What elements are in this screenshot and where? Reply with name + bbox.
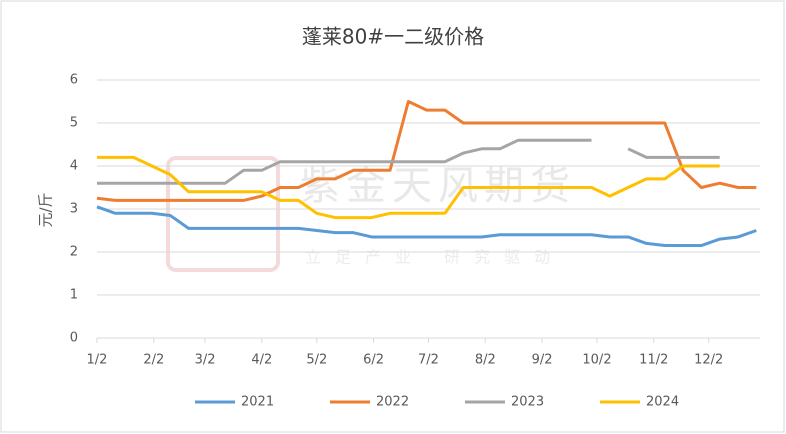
- x-tick-label: 5/2: [306, 353, 327, 368]
- y-tick-label: 0: [70, 331, 78, 346]
- y-tick-label: 3: [70, 202, 78, 217]
- x-tick-label: 7/2: [418, 353, 439, 368]
- y-tick-label: 6: [70, 73, 78, 88]
- x-tick-label: 6/2: [363, 353, 384, 368]
- y-axis-label: 元/斤: [37, 192, 55, 227]
- y-tick-label: 5: [70, 116, 78, 131]
- x-tick-label: 9/2: [532, 353, 553, 368]
- watermark: 立足产业 研究驱动: [305, 248, 564, 267]
- series-line: [96, 100, 757, 202]
- legend-label: 2021: [241, 395, 274, 410]
- x-tick-label: 12/2: [694, 353, 723, 368]
- series-line: [97, 155, 720, 220]
- series-line: [96, 205, 757, 248]
- x-tick-label: 10/2: [582, 353, 611, 368]
- legend-label: 2022: [376, 395, 409, 410]
- x-tick-label: 4/2: [251, 353, 272, 368]
- x-tick-label: 2/2: [143, 353, 164, 368]
- x-tick-label: 1/2: [87, 353, 108, 368]
- x-tick-label: 8/2: [475, 353, 496, 368]
- y-tick-label: 1: [70, 288, 78, 303]
- legend-label: 2023: [511, 395, 544, 410]
- x-tick-label: 11/2: [639, 353, 668, 368]
- chart-title: 蓬莱80#一二级价格: [302, 25, 484, 49]
- y-tick-label: 4: [70, 159, 78, 174]
- y-tick-label: 2: [70, 245, 78, 260]
- x-tick-label: 3/2: [195, 353, 216, 368]
- legend-label: 2024: [646, 395, 679, 410]
